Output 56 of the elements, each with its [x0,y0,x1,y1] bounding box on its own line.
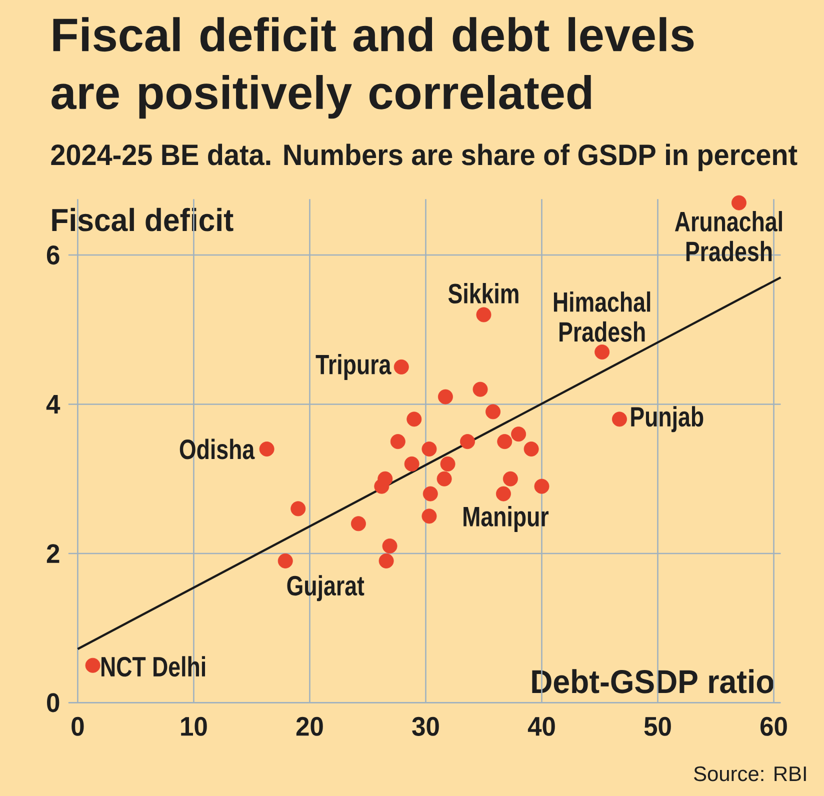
point [511,426,526,442]
x-tick-label: 0 [72,716,84,736]
point [486,404,501,420]
x-tick-label: 60 [760,716,787,736]
point [259,442,274,457]
chart-subtitle: 2024-25 BE data. Numbers are share of GSDP in percent [51,144,798,172]
annotation: Arunachal Pradesh [674,211,782,262]
point [534,478,550,494]
y-tick-label: 4 [46,394,60,414]
point [497,434,512,450]
annotation: Tripura [316,354,392,380]
annotation: Sikkim [448,283,518,304]
x-tick-label: 50 [644,716,671,736]
point [612,412,627,427]
x-axis-title: Debt-GSDP ratio [532,669,774,694]
annotation: Odisha [180,438,255,460]
point [394,359,409,374]
x-tick-label: 40 [528,716,555,736]
point [594,344,610,360]
point [85,658,100,673]
point [438,389,453,404]
point [472,382,488,397]
x-tick-label: 20 [296,716,323,736]
point [476,307,492,322]
point [502,471,518,486]
annotation: Gujarat [287,575,364,602]
y-tick-label: 6 [46,246,60,265]
point [496,486,511,502]
point [460,434,475,450]
chart-title: Fiscal deficit and debt levels are positively correlated [52,17,694,119]
point [731,195,746,210]
point [350,516,366,532]
x-tick-label: 30 [412,716,439,736]
point [290,501,306,516]
x-tick-label: 10 [181,716,207,736]
annotation: Manipur [464,506,549,532]
source-note: Source: RBI [694,766,806,782]
point [404,456,420,472]
annotation: Punjab [631,406,704,432]
y-tick-label: 0 [47,693,60,712]
point [524,442,539,457]
point [436,471,452,486]
annotation: NCT Delhi [101,656,206,677]
y-axis-title: Fiscal deficit [52,208,234,232]
annotation: Himachal Pradesh [554,291,650,342]
point [390,434,406,450]
y-tick-label: 2 [46,544,60,563]
point [406,412,422,427]
point [440,456,456,472]
point [278,553,293,568]
point [378,471,393,486]
point [422,442,437,457]
point [422,486,438,502]
point [422,508,437,524]
point [378,553,394,568]
point [382,538,398,554]
